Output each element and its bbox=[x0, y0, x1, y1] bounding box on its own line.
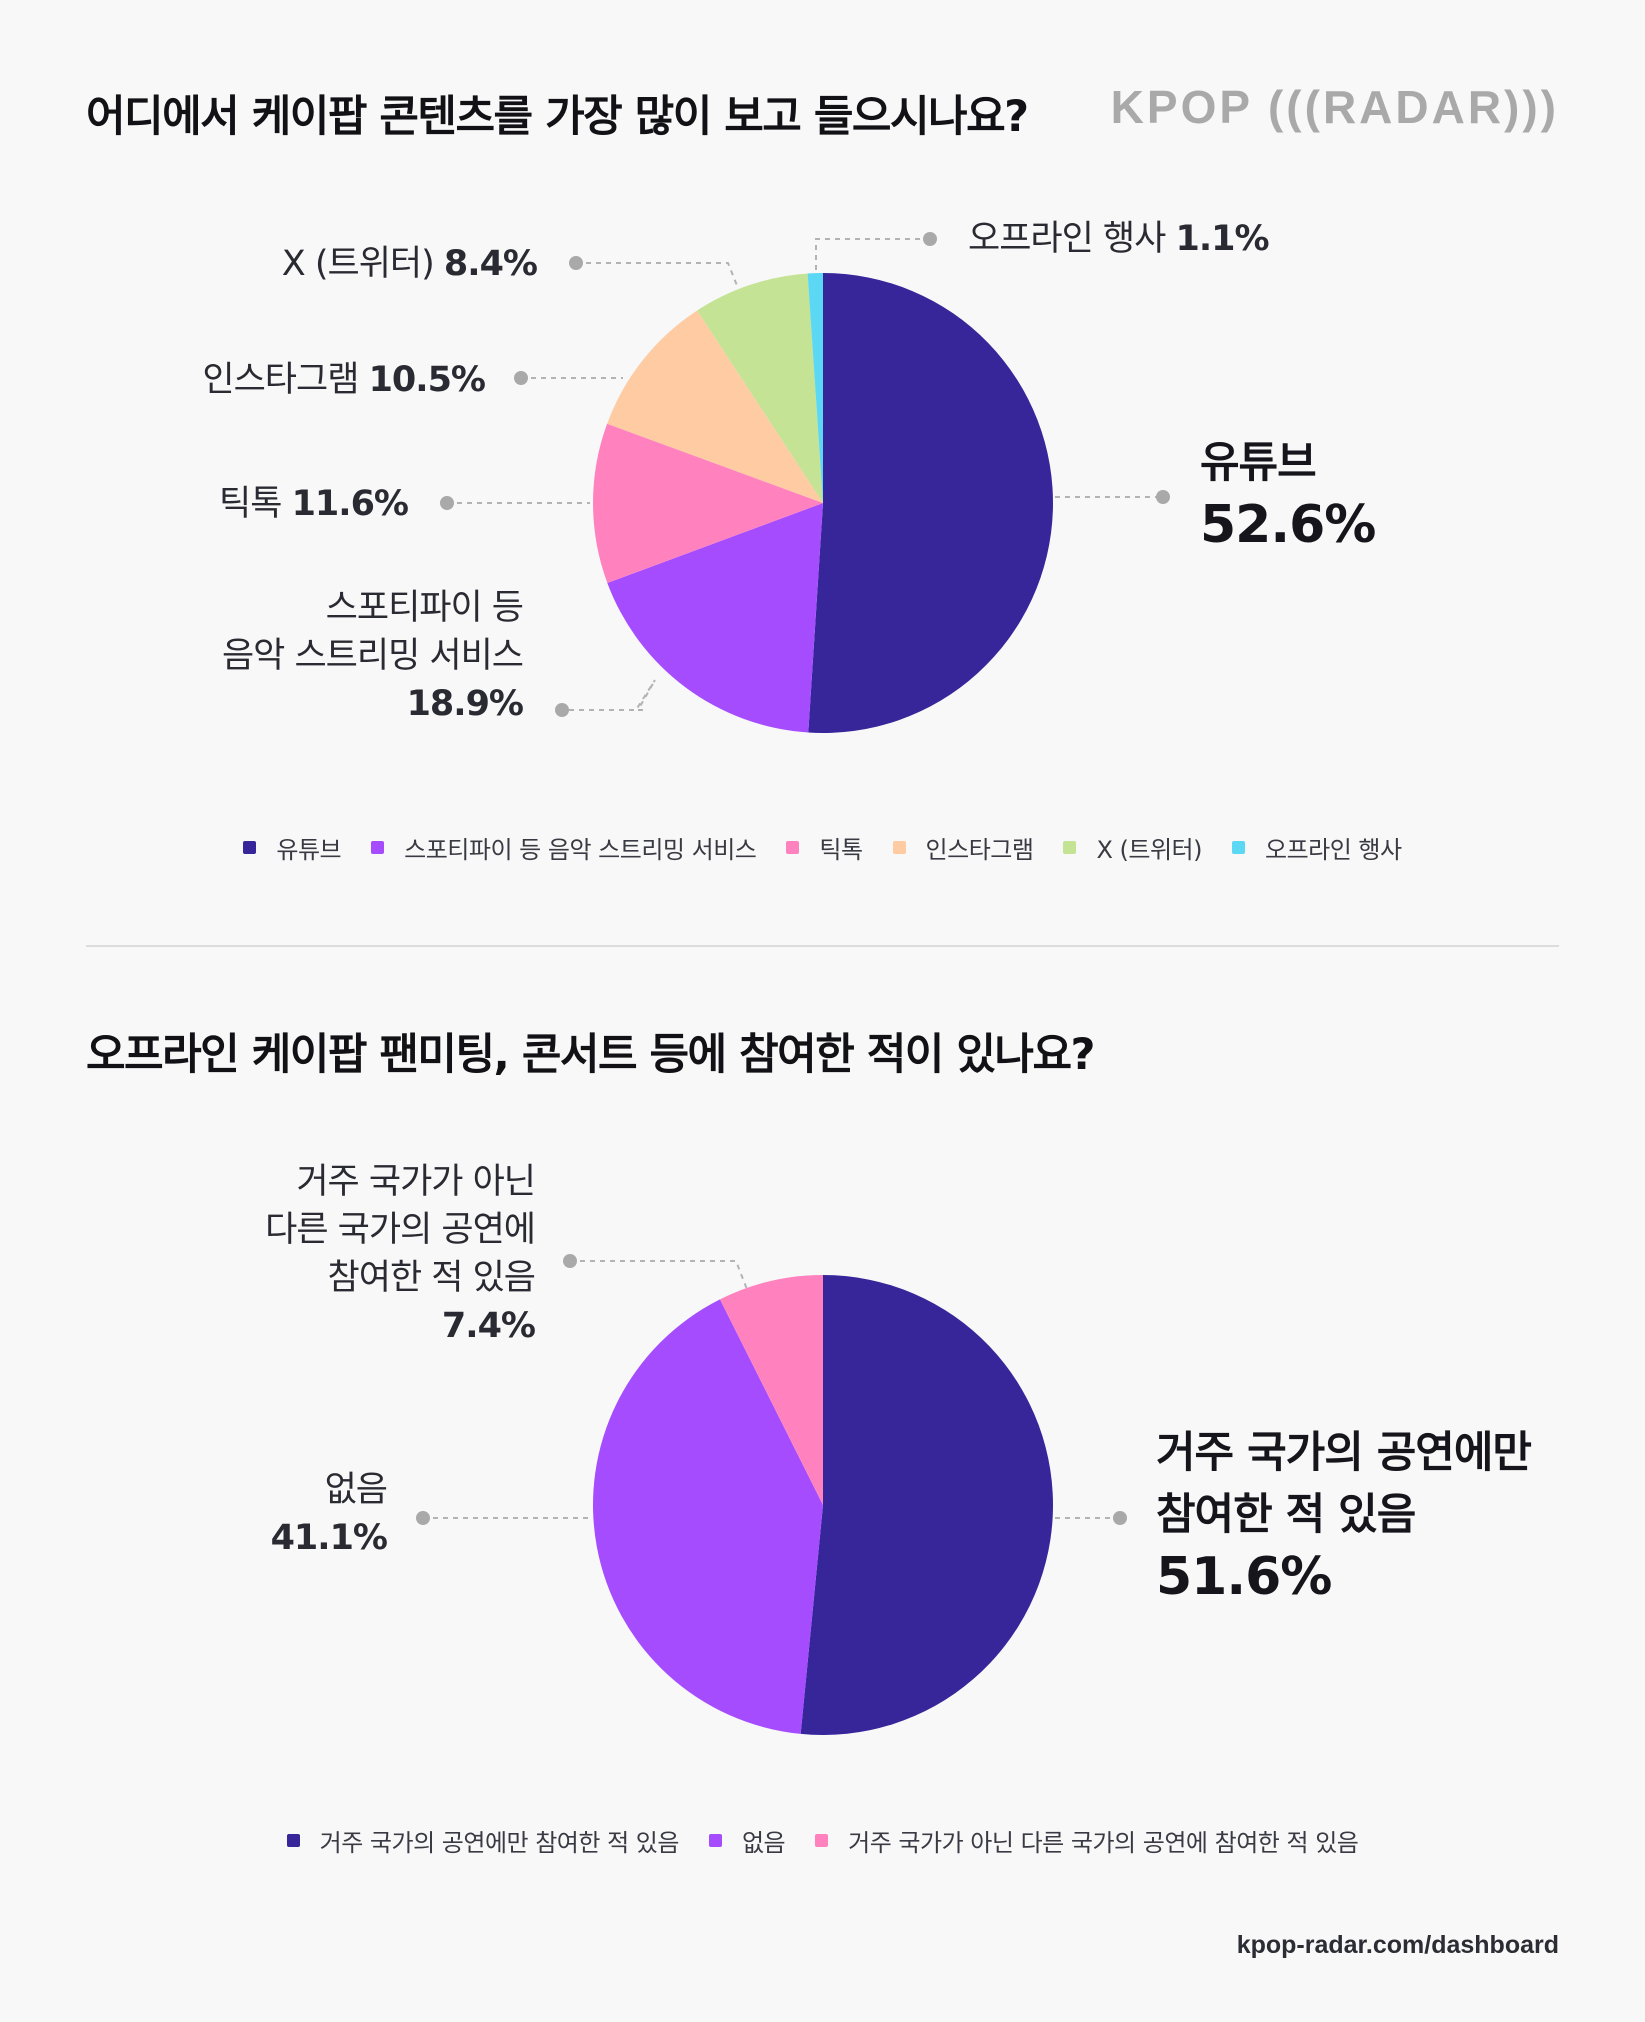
callout-dot-none bbox=[416, 1511, 430, 1525]
legend-item-youtube: 유튜브 bbox=[243, 830, 342, 865]
callout-dot-instagram bbox=[514, 371, 528, 385]
legend-item-tiktok: 틱톡 bbox=[786, 830, 863, 865]
legend-swatch bbox=[786, 841, 800, 854]
callout-dot-domestic bbox=[1113, 1511, 1127, 1525]
footer-url: kpop-radar.com/dashboard bbox=[1236, 1931, 1559, 1959]
legend-swatch bbox=[1063, 841, 1077, 854]
callout-dot-x bbox=[569, 256, 583, 270]
pie-slice-4 bbox=[697, 273, 823, 503]
legend-swatch bbox=[892, 841, 906, 854]
legend-item-x: X (트위터) bbox=[1063, 830, 1202, 865]
pie-slice-2 bbox=[719, 1275, 823, 1505]
callout-line-x bbox=[576, 262, 739, 289]
callout-dot-abroad bbox=[563, 1254, 577, 1268]
kpop-radar-logo: KPOP (((RADAR))) bbox=[1110, 81, 1559, 133]
callout-dot-youtube bbox=[1156, 490, 1170, 504]
legend-swatch bbox=[1231, 841, 1245, 854]
callout-line-offline bbox=[815, 238, 930, 270]
callout-label-abroad: 거주 국가가 아닌 다른 국가의 공연에 참여한 적 있음 7.4% bbox=[265, 1162, 536, 1346]
pie-slice-2 bbox=[593, 423, 823, 583]
legend-swatch bbox=[371, 841, 385, 854]
callout-label-tiktok: 틱톡 11.6% bbox=[219, 484, 409, 524]
chart1-legend: 유튜브 스포티파이 등 음악 스트리밍 서비스 틱톡 인스타그램 X (트위터)… bbox=[0, 830, 1645, 865]
legend-swatch bbox=[243, 841, 257, 854]
legend-item-abroad: 거주 국가가 아닌 다른 국가의 공연에 참여한 적 있음 bbox=[815, 1823, 1359, 1858]
callout-label-none: 없음 41.1% bbox=[270, 1470, 388, 1558]
callout-line-streaming bbox=[636, 679, 656, 711]
section-divider bbox=[86, 945, 1559, 947]
legend-item-domestic: 거주 국가의 공연에만 참여한 적 있음 bbox=[286, 1823, 680, 1858]
legend-label: 유튜브 bbox=[276, 836, 342, 864]
legend-label: 인스타그램 bbox=[925, 836, 1034, 864]
callout-label-domestic: 거주 국가의 공연에만 참여한 적 있음 51.6% bbox=[1156, 1428, 1532, 1607]
legend-swatch bbox=[708, 1834, 722, 1847]
pie-slice-0 bbox=[808, 273, 1053, 734]
legend-label: X (트위터) bbox=[1096, 836, 1202, 864]
legend-label: 틱톡 bbox=[819, 836, 863, 864]
legend-item-streaming: 스포티파이 등 음악 스트리밍 서비스 bbox=[371, 830, 757, 865]
pie-slice-1 bbox=[593, 1299, 823, 1734]
callout-label-instagram: 인스타그램 10.5% bbox=[202, 360, 486, 400]
callout-label-youtube: 유튜브 52.6% bbox=[1200, 438, 1376, 555]
legend-item-offline: 오프라인 행사 bbox=[1231, 830, 1402, 865]
pie-slice-5 bbox=[807, 273, 823, 503]
legend-item-none: 없음 bbox=[708, 1823, 786, 1858]
legend-swatch bbox=[286, 1834, 300, 1847]
chart2-pie bbox=[416, 1254, 1127, 1735]
legend-label: 거주 국가가 아닌 다른 국가의 공연에 참여한 적 있음 bbox=[848, 1829, 1359, 1857]
pie-slice-0 bbox=[800, 1275, 1053, 1735]
callout-dot-streaming bbox=[555, 703, 569, 717]
chart1-pie bbox=[440, 232, 1170, 734]
legend-label: 오프라인 행사 bbox=[1264, 836, 1402, 864]
callout-dot-tiktok bbox=[440, 496, 454, 510]
legend-label: 없음 bbox=[741, 1829, 786, 1857]
chart2-legend: 거주 국가의 공연에만 참여한 적 있음 없음 거주 국가가 아닌 다른 국가의… bbox=[0, 1823, 1645, 1858]
legend-swatch bbox=[815, 1834, 829, 1847]
callout-line-abroad bbox=[570, 1260, 749, 1293]
callout-dot-offline bbox=[923, 232, 937, 246]
legend-label: 거주 국가의 공연에만 참여한 적 있음 bbox=[319, 1829, 680, 1857]
callout-label-offline: 오프라인 행사 1.1% bbox=[968, 219, 1270, 259]
chart1-title: 어디에서 케이팝 콘텐츠를 가장 많이 보고 들으시나요? bbox=[86, 92, 1029, 142]
chart2-title: 오프라인 케이팝 팬미팅, 콘서트 등에 참여한 적이 있나요? bbox=[86, 1030, 1095, 1080]
callout-label-streaming: 스포티파이 등 음악 스트리밍 서비스 18.9% bbox=[221, 588, 524, 724]
legend-label: 스포티파이 등 음악 스트리밍 서비스 bbox=[404, 836, 757, 864]
callout-label-x: X (트위터) 8.4% bbox=[281, 244, 538, 284]
pie-slice-1 bbox=[607, 503, 823, 733]
pie-slice-3 bbox=[607, 310, 823, 503]
legend-item-instagram: 인스타그램 bbox=[892, 830, 1034, 865]
